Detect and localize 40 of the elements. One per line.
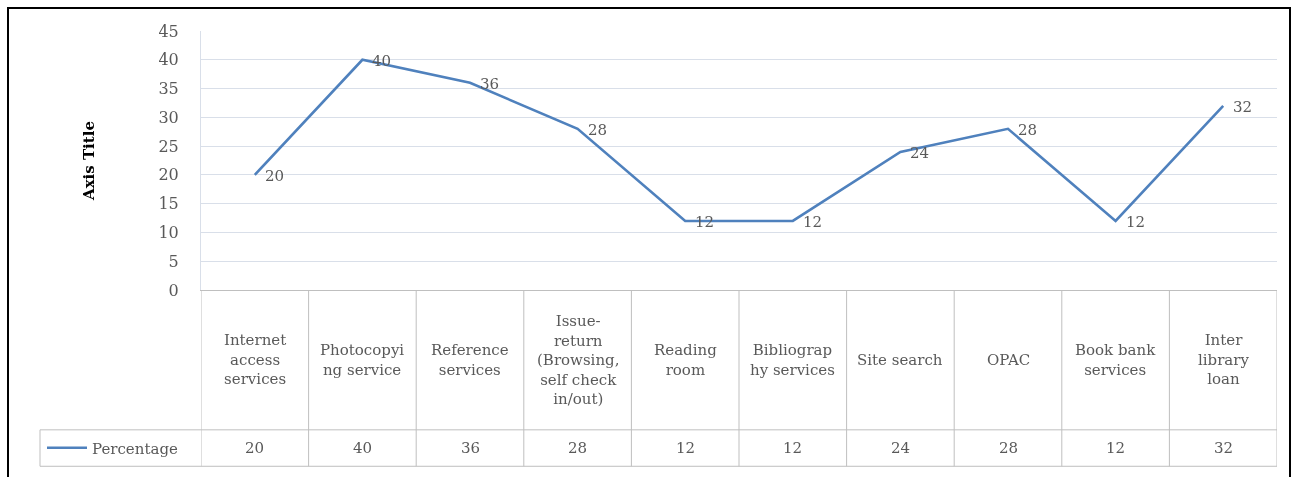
y-axis-title: Axis Title [79, 121, 98, 201]
x-tick-label: Reference services [431, 341, 509, 379]
data-label: 24 [891, 439, 911, 457]
y-tick-label: 35 [158, 79, 179, 99]
annotation: 12 [803, 213, 823, 231]
data-label: 12 [1106, 439, 1126, 457]
data-label: 40 [353, 439, 373, 457]
data-label: 32 [1214, 439, 1234, 457]
y-tick-label: 45 [158, 21, 179, 41]
y-tick-label: 15 [158, 194, 179, 214]
data-label: 20 [245, 439, 265, 457]
x-tick-label: OPAC [987, 351, 1031, 369]
x-tick-label: Inter library loan [1198, 331, 1250, 388]
y-tick-label: 40 [158, 50, 179, 70]
annotation: 32 [1233, 98, 1253, 116]
data-label: 28 [568, 439, 588, 457]
legend-label: Percentage [92, 439, 178, 458]
y-tick-label: 30 [158, 107, 179, 127]
annotation: 36 [480, 75, 500, 93]
annotation: 20 [265, 167, 285, 185]
x-tick-label: Bibliography services [750, 341, 835, 379]
x-tick-label: Photocopying service [320, 341, 405, 379]
x-tick-label: Site search [857, 351, 943, 369]
x-tick-label: Internet access services [224, 331, 287, 388]
data-label: 12 [676, 439, 696, 457]
x-tick-label: Issue-return (Browsing, self check in/out) [537, 312, 620, 408]
y-tick-label: 25 [158, 136, 179, 156]
annotation: 12 [1126, 213, 1146, 231]
y-tick-label: 10 [158, 223, 179, 243]
annotation: 24 [910, 144, 930, 162]
y-tick-label: 5 [168, 251, 179, 271]
y-tick-label: 0 [168, 280, 179, 300]
x-tick-label: Book bank services [1075, 341, 1157, 379]
data-label: 28 [999, 439, 1019, 457]
data-label: 36 [461, 439, 481, 457]
annotation: 28 [588, 121, 608, 139]
x-tick-label: Reading room [654, 341, 718, 379]
y-tick-label: 20 [158, 165, 179, 185]
annotation: 28 [1018, 121, 1038, 139]
data-label: 12 [783, 439, 803, 457]
